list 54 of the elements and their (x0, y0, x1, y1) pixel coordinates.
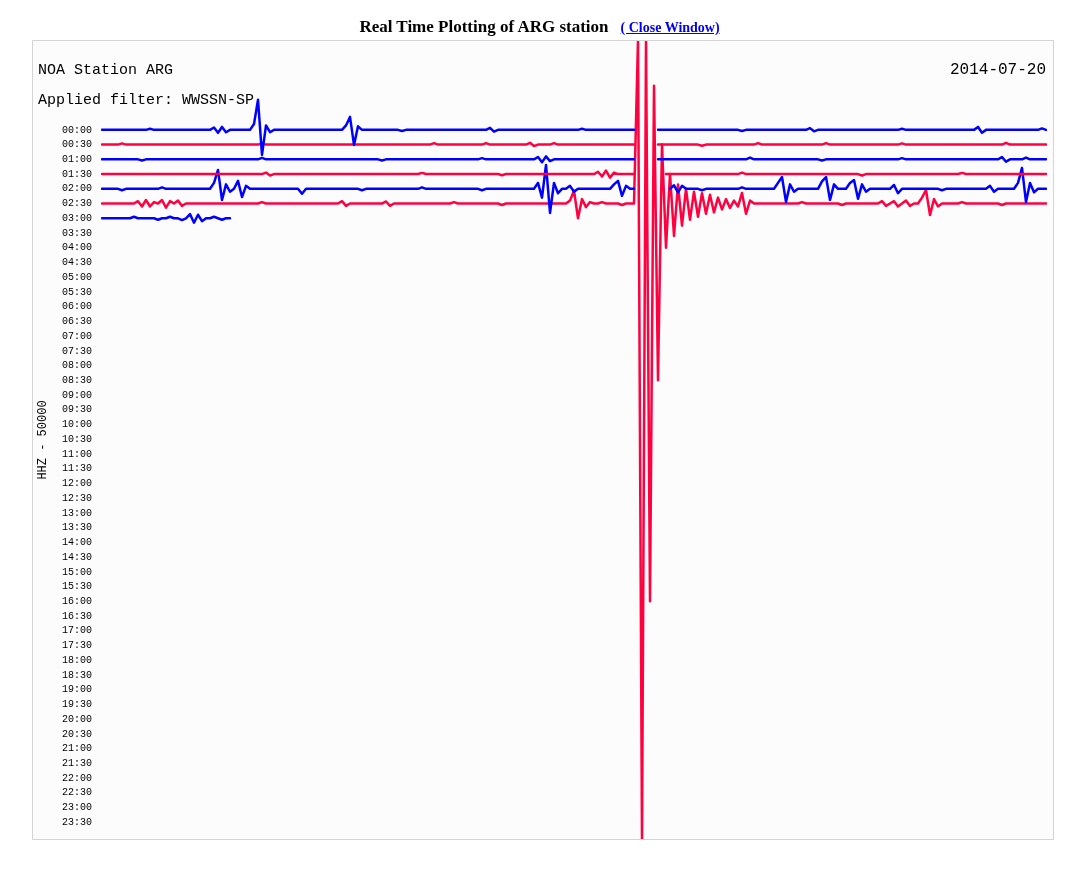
y-tick-label: 06:00 (61, 301, 92, 313)
y-tick-label: 04:00 (61, 242, 92, 254)
y-tick-label: 02:30 (61, 198, 92, 210)
y-tick-label: 04:30 (61, 257, 92, 269)
y-tick-label: 05:00 (61, 271, 92, 283)
y-tick-label: 06:30 (61, 316, 92, 328)
text: ( Close Window) (620, 20, 720, 35)
y-tick-label: 22:00 (61, 772, 92, 784)
y-tick-label: 01:00 (61, 153, 92, 165)
y-tick-label: 00:00 (61, 124, 92, 136)
y-axis-title: HHZ - 50000 (36, 400, 51, 480)
y-tick-label: 22:30 (61, 787, 92, 799)
y-tick-label: 00:30 (61, 139, 92, 151)
y-tick-label: 23:00 (61, 802, 92, 814)
text: NOA Station ARG (38, 62, 174, 79)
y-tick-label: 11:30 (61, 463, 92, 475)
y-tick-label: 14:30 (61, 551, 92, 563)
y-tick-label: 20:00 (61, 713, 92, 725)
y-tick-label: 19:00 (61, 684, 92, 696)
y-tick-label: 07:30 (61, 345, 92, 357)
y-tick-label: 18:00 (61, 654, 92, 666)
y-tick-label: 14:00 (61, 537, 92, 549)
y-tick-label: 17:30 (61, 640, 92, 652)
y-tick-label: 12:00 (61, 478, 92, 490)
y-tick-label: 16:30 (61, 610, 92, 622)
y-tick-label: 17:00 (61, 625, 92, 637)
y-tick-label: 16:00 (61, 595, 92, 607)
y-tick-label: 15:00 (61, 566, 92, 578)
y-tick-label: 21:30 (61, 758, 92, 770)
y-tick-label: 19:30 (61, 699, 92, 711)
y-tick-label: 03:00 (61, 212, 92, 224)
y-tick-label: 10:30 (61, 433, 92, 445)
y-tick-label: 11:00 (61, 448, 92, 460)
y-tick-label: 09:30 (61, 404, 92, 416)
y-tick-label: 08:30 (61, 374, 92, 386)
y-tick-label: 07:00 (61, 330, 92, 342)
y-tick-label: 02:00 (61, 183, 92, 195)
y-tick-label: 21:00 (61, 743, 92, 755)
y-tick-label: 20:30 (61, 728, 92, 740)
y-tick-label: 13:00 (61, 507, 92, 519)
y-tick-label: 09:00 (61, 389, 92, 401)
y-tick-label: 13:30 (61, 522, 92, 534)
y-tick-label: 08:00 (61, 360, 92, 372)
annotation: 2014-07-20 (949, 61, 1046, 79)
y-tick-label: 01:30 (61, 168, 92, 180)
y-tick-label: 15:30 (61, 581, 92, 593)
y-tick-label: 05:30 (61, 286, 92, 298)
y-tick-label: 03:30 (61, 227, 92, 239)
y-tick-label: 12:30 (61, 492, 92, 504)
chart-title: Real Time Plotting of ARG station (359, 17, 609, 36)
y-tick-label: 10:00 (61, 419, 92, 431)
y-tick-label: 23:30 (61, 816, 92, 828)
annotation: Applied filter: WWSSN-SP (38, 92, 255, 109)
y-tick-label: 18:30 (61, 669, 92, 681)
